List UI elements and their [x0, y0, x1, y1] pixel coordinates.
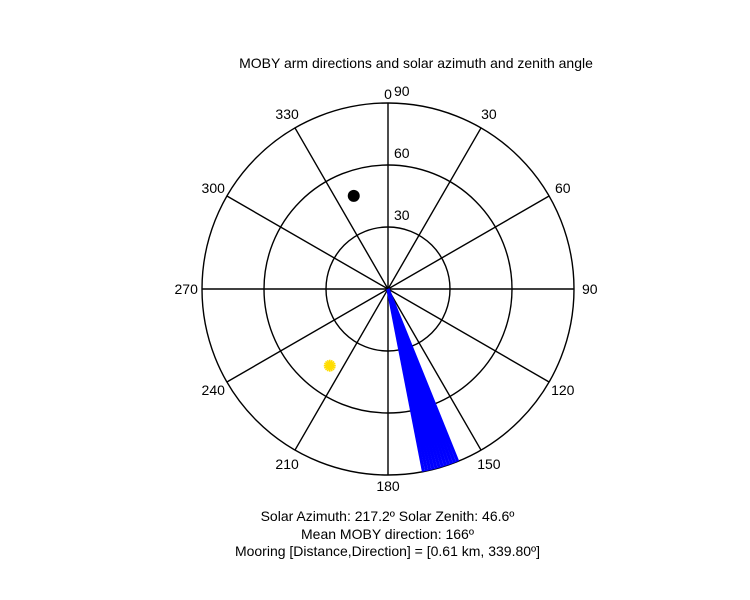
mean-direction-caption: Mean MOBY direction: 166º: [301, 526, 474, 542]
radial-tick-60: 60: [394, 145, 410, 161]
mooring-marker: [347, 189, 360, 202]
radial-tick-30: 30: [394, 207, 410, 223]
sun-ray-7: [323, 362, 336, 369]
angle-tick-300: 300: [202, 180, 226, 196]
arm-direction-line-11: [386, 288, 426, 472]
chart-title: MOBY arm directions and solar azimuth an…: [239, 55, 593, 71]
angle-tick-30: 30: [481, 106, 497, 122]
angle-tick-210: 210: [275, 456, 299, 472]
angle-tick-150: 150: [477, 456, 501, 472]
solar-angles-caption: Solar Azimuth: 217.2º Solar Zenith: 46.6…: [260, 508, 515, 524]
tick-labels: 0 30 60 90 120 150 180 210 240 270 300 330 30 60 90: [175, 83, 598, 494]
angle-tick-60: 60: [555, 180, 571, 196]
mooring-caption: Mooring [Distance,Direction] = [0.61 km,…: [234, 543, 541, 559]
angle-tick-0: 0: [384, 86, 392, 102]
arm-direction-series: [386, 288, 460, 472]
sun-marker: [323, 359, 336, 372]
angle-tick-270: 270: [175, 281, 199, 297]
angle-tick-120: 120: [551, 382, 575, 398]
radial-tick-90: 90: [394, 83, 410, 99]
marker-points: [323, 189, 360, 372]
angle-tick-330: 330: [275, 106, 299, 122]
angle-tick-180: 180: [376, 478, 400, 494]
angle-tick-240: 240: [202, 382, 226, 398]
angle-tick-90: 90: [582, 281, 598, 297]
